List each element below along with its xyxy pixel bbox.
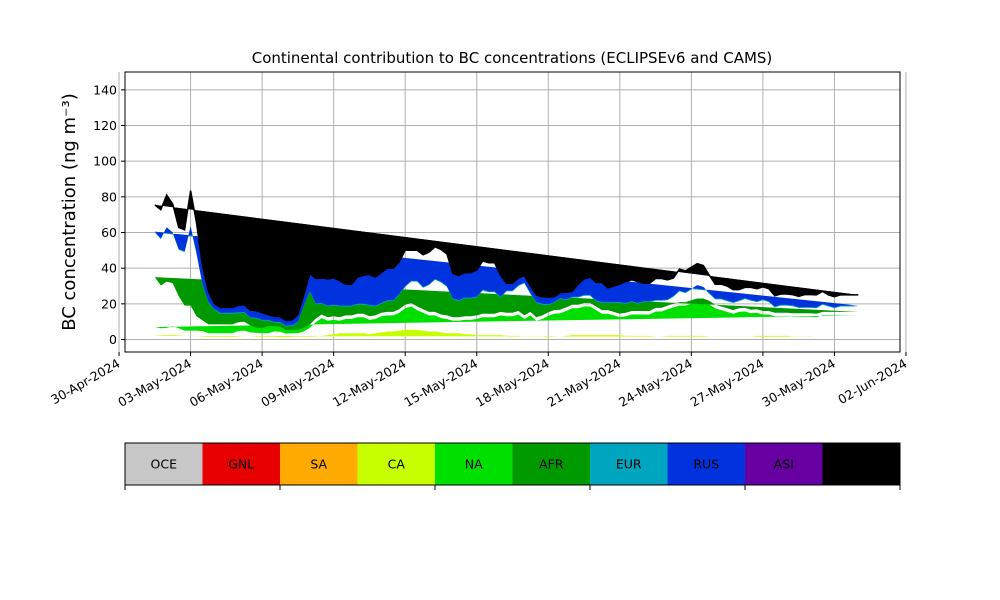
area-ca <box>154 329 859 338</box>
y-tick-label: 140 <box>93 82 117 97</box>
legend-label-rus: RUS <box>693 457 719 472</box>
plot-area: 0 20 40 60 80 100 120 140 30-Apr-202403-May-202… <box>48 71 909 410</box>
x-tick-label: 09-May-2024 <box>258 356 337 410</box>
legend-label-eur: EUR <box>616 457 642 472</box>
legend-swatch-asi <box>745 443 823 485</box>
area-na <box>154 302 859 334</box>
x-tick-label: 02-Jun-2024 <box>835 356 909 407</box>
area-aus <box>154 190 859 321</box>
legend-label-gnl: GNL <box>228 457 254 472</box>
axes-frame <box>124 71 901 353</box>
total-outline <box>154 190 859 322</box>
legend-swatch-sa <box>280 443 358 485</box>
legend-label-na: NA <box>465 457 483 472</box>
stacked-areas <box>154 190 859 338</box>
y-axis: 0 20 40 60 80 100 120 140 <box>93 82 125 347</box>
legend-label-sa: SA <box>310 457 327 472</box>
legend-swatch-gnl <box>202 443 280 485</box>
x-axis: 30-Apr-202403-May-202406-May-202409-May-… <box>48 352 909 410</box>
chart-title: Continental contribution to BC concentra… <box>252 49 773 67</box>
legend-swatch-afr <box>512 443 590 485</box>
x-tick-label: 06-May-2024 <box>187 356 266 410</box>
y-tick-label: 20 <box>101 296 117 311</box>
x-tick-label: 24-May-2024 <box>616 356 695 410</box>
x-tick-label: 03-May-2024 <box>115 356 194 410</box>
legend-label-asi: ASI <box>774 457 794 472</box>
legend-label-ca: CA <box>388 457 406 472</box>
y-tick-label: 40 <box>101 261 117 276</box>
y-tick-label: 0 <box>109 332 117 347</box>
legend-colorbar: OCE GNL SA CA NA AFR EUR RUS ASI AUS <box>124 442 901 490</box>
legend-label-afr: AFR <box>539 457 564 472</box>
legend-label-aus: AUS <box>848 457 874 472</box>
x-tick-label: 12-May-2024 <box>330 356 409 410</box>
x-tick-label: 15-May-2024 <box>401 356 480 410</box>
x-tick-label: 21-May-2024 <box>544 356 623 410</box>
legend-frame <box>124 442 901 486</box>
legend-swatch-na <box>435 443 513 485</box>
legend-swatch-ca <box>357 443 435 485</box>
x-tick-label: 30-Apr-2024 <box>48 356 122 408</box>
legend-swatch-eur <box>590 443 668 485</box>
x-tick-label: 18-May-2024 <box>473 356 552 410</box>
y-tick-label: 100 <box>93 154 117 169</box>
y-tick-label: 120 <box>93 118 117 133</box>
legend-swatch-aus <box>822 443 900 485</box>
legend-swatch-rus <box>667 443 745 485</box>
x-tick-label: 27-May-2024 <box>688 356 767 410</box>
y-tick-label: 80 <box>101 189 117 204</box>
y-tick-label: 60 <box>101 225 117 240</box>
y-axis-label: BC concentration (ng m⁻³) <box>59 93 80 331</box>
legend-label-oce: OCE <box>151 457 178 472</box>
legend-swatch-oce <box>125 443 203 485</box>
x-tick-label: 30-May-2024 <box>759 356 838 410</box>
